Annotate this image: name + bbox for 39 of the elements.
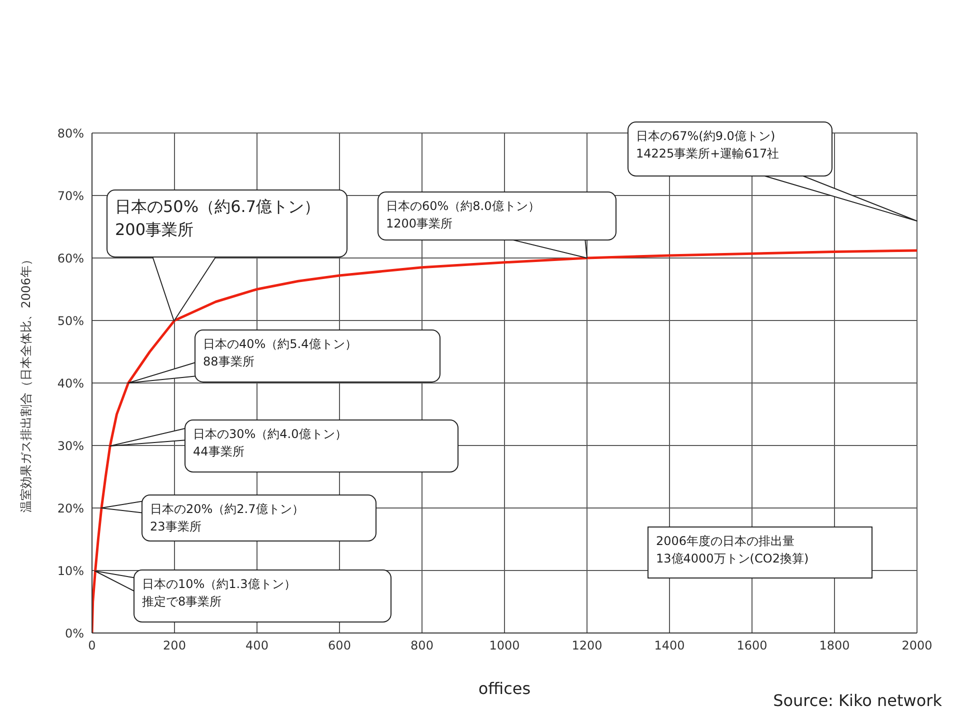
x-tick-label: 1200 bbox=[572, 638, 602, 653]
annotation: 200事業所 bbox=[115, 220, 194, 240]
y-tick-label: 40% bbox=[57, 376, 84, 390]
y-tick-label: 0% bbox=[64, 626, 84, 640]
x-tick-label: 1400 bbox=[654, 638, 685, 653]
y-tick-label: 50% bbox=[57, 314, 84, 328]
x-tick-label: 400 bbox=[246, 638, 268, 653]
annotation: 推定で8事業所 bbox=[142, 594, 222, 608]
y-tick-label: 20% bbox=[57, 501, 84, 516]
x-tick-label: 600 bbox=[328, 638, 351, 653]
annotation: 14225事業所+運輸617社 bbox=[636, 146, 780, 160]
x-tick-label: 2000 bbox=[902, 638, 932, 653]
y-tick-label: 70% bbox=[57, 188, 84, 203]
annotation: 日本の40%（約5.4億トン） bbox=[203, 337, 357, 351]
x-tick-label: 1600 bbox=[736, 638, 768, 653]
y-tick-label: 30% bbox=[57, 438, 84, 453]
y-tick-label: 80% bbox=[57, 126, 84, 140]
y-tick-label: 60% bbox=[57, 251, 84, 266]
x-tick-label: 200 bbox=[163, 638, 186, 653]
x-tick-label: 1800 bbox=[819, 638, 850, 653]
annotation: 日本の20%（約2.7億トン） bbox=[150, 502, 304, 516]
annotation: 2006年度の日本の排出量 bbox=[656, 534, 795, 548]
annotation: 日本の60%（約8.0億トン） bbox=[386, 199, 540, 213]
x-axis-title: offices bbox=[478, 679, 531, 698]
y-axis-title: 温室効果ガス排出割合（日本全体比、2006年） bbox=[19, 254, 33, 512]
annotation: 1200事業所 bbox=[386, 216, 453, 230]
source-note: Source: Kiko network bbox=[773, 691, 943, 710]
annotation: 88事業所 bbox=[203, 354, 254, 368]
x-tick-label: 0 bbox=[88, 638, 96, 653]
annotation: 13億4000万トン(CO2換算) bbox=[656, 551, 809, 566]
x-tick-label: 1000 bbox=[489, 638, 520, 653]
annotation: 日本の30%（約4.0億トン） bbox=[193, 427, 347, 441]
y-tick-label: 10% bbox=[57, 564, 84, 578]
x-tick-label: 800 bbox=[410, 638, 434, 653]
annotation: 日本の10%（約1.3億トン） bbox=[142, 577, 296, 591]
annotation: 日本の50%（約6.7億トン） bbox=[115, 197, 320, 216]
annotation: 23事業所 bbox=[150, 519, 202, 534]
annotation: 44事業所 bbox=[193, 444, 244, 458]
annotation: 日本の67%(約9.0億トン) bbox=[636, 129, 776, 143]
